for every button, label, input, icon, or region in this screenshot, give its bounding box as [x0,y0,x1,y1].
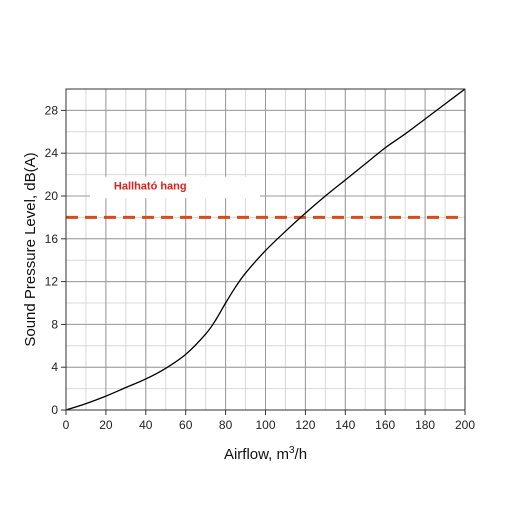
x-axis-ticks: 0 20 40 60 80 100 120 140 160 180 200 [63,410,475,432]
x-axis-title-sup: 3 [289,445,295,456]
x-tick-label: 120 [295,418,315,432]
y-axis-title: Sound Pressure Level, dB(A) [22,152,39,346]
series-line [65,88,466,411]
x-tick-label: 160 [375,418,395,432]
x-tick-label: 100 [255,418,275,432]
y-tick-label: 12 [45,275,59,289]
x-axis-title: Airflow, m3/h [224,445,307,463]
x-tick-label: 20 [99,418,113,432]
y-tick-label: 28 [45,103,59,117]
y-tick-label: 8 [51,317,58,331]
y-axis-ticks: 0 4 8 12 16 20 24 28 [45,103,66,417]
x-axis-title-suffix: /h [295,446,308,463]
y-tick-label: 24 [45,146,59,160]
x-axis-title-main: Airflow, m [224,446,289,463]
x-tick-label: 200 [455,418,475,432]
x-tick-label: 0 [63,418,70,432]
y-tick-label: 4 [51,360,58,374]
x-tick-label: 140 [335,418,355,432]
y-tick-label: 16 [45,232,59,246]
x-tick-label: 180 [415,418,435,432]
audible-sound-annotation: Hallható hang [114,180,187,192]
y-tick-label: 20 [45,189,59,203]
x-tick-label: 80 [219,418,233,432]
x-tick-label: 40 [139,418,153,432]
annotation-backdrop [90,176,260,199]
x-tick-label: 60 [179,418,193,432]
y-tick-label: 0 [51,403,58,417]
